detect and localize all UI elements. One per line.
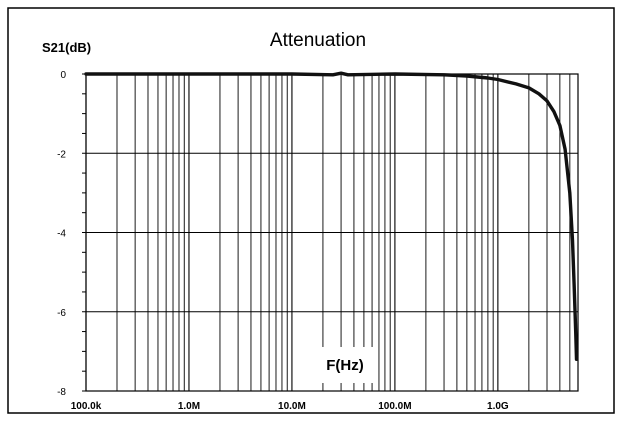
x-axis-label: F(Hz) <box>326 357 364 374</box>
y-axis-label: S21(dB) <box>42 40 91 55</box>
x-tick-labels: 100.0k 1.0M 10.0M 100.0M 1.0G <box>71 401 509 412</box>
y-tick-label: 0 <box>60 70 66 81</box>
x-tick-label: 10.0M <box>278 401 306 412</box>
x-tick-label: 100.0k <box>71 401 102 412</box>
y-tick-label: -6 <box>57 308 66 319</box>
outer-border <box>7 7 615 414</box>
x-tick-label: 1.0M <box>178 401 200 412</box>
y-minor-ticks <box>82 73 86 392</box>
y-tick-label: -2 <box>57 149 66 160</box>
y-tick-labels: 0 -2 -4 -6 -8 <box>57 70 66 398</box>
chart-title: Attenuation <box>270 30 366 51</box>
y-tick-label: -8 <box>57 387 66 398</box>
y-tick-label: -4 <box>57 229 66 240</box>
x-tick-label: 1.0G <box>487 401 509 412</box>
x-tick-label: 100.0M <box>378 401 411 412</box>
x-axis-label-background <box>312 347 378 383</box>
attenuation-series-line <box>84 71 579 361</box>
series-layer <box>84 71 579 361</box>
